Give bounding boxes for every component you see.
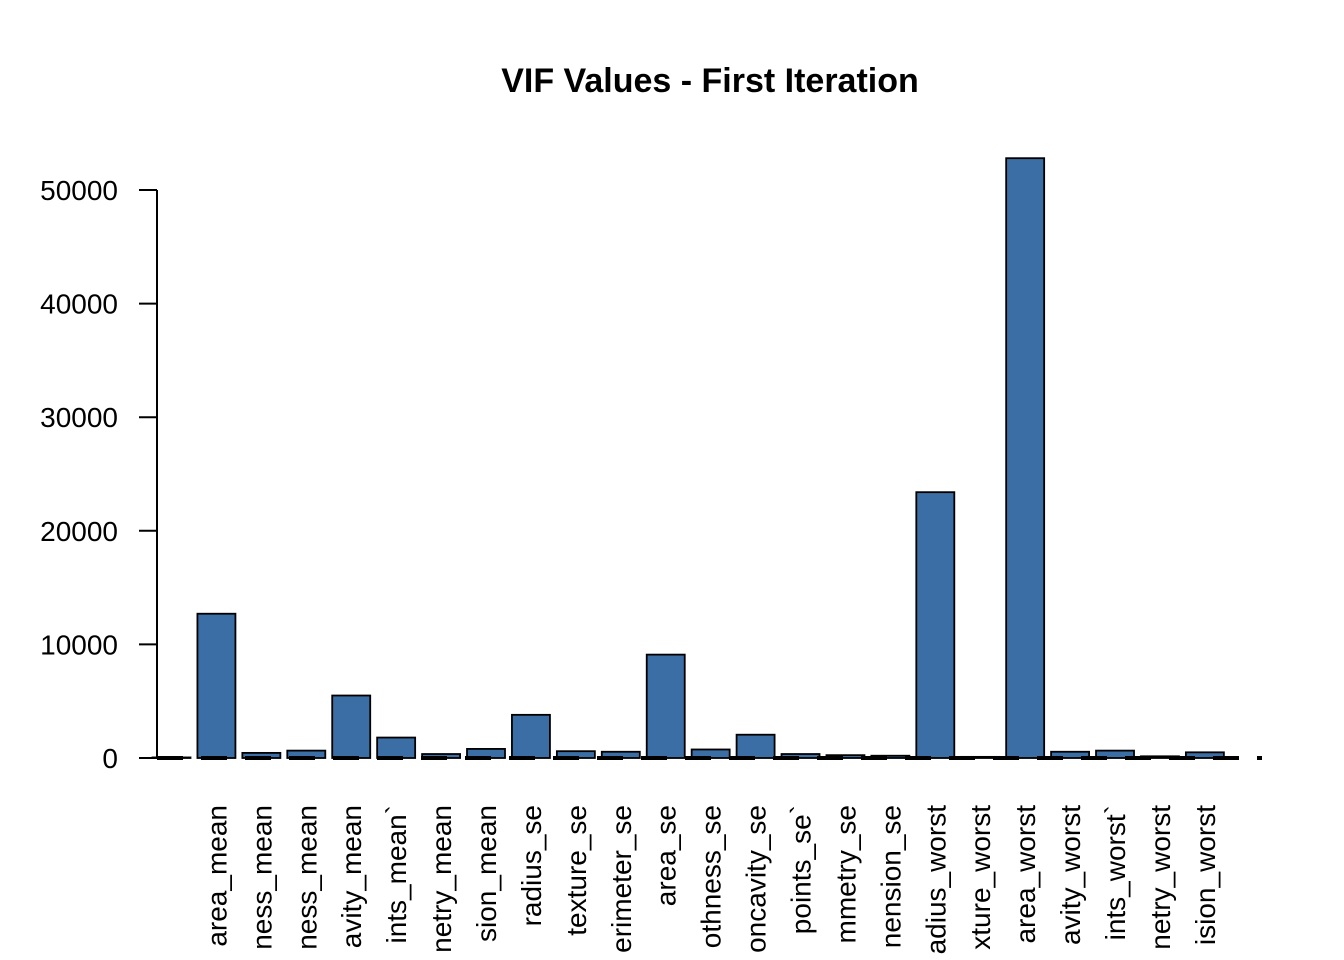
y-tick-label: 0: [102, 743, 118, 774]
bar: [1005, 157, 1046, 759]
x-tick-label: nension_se: [875, 805, 906, 948]
chart-title: VIF Values - First Iteration: [501, 62, 919, 100]
x-tick-label: othness_se: [696, 805, 727, 948]
x-tick-label: texture_se: [561, 805, 592, 936]
x-tick-label: ision_worst: [1190, 805, 1221, 945]
x-tick-label: erimeter_se: [606, 805, 637, 953]
x-axis-labels: area_mean ness_mean ness_mean avity_mean int…: [201, 805, 1220, 955]
x-tick-label: netry_mean: [426, 805, 457, 953]
x-tick-label: oncavity_se: [741, 805, 772, 953]
x-tick-label: ness_mean: [291, 805, 322, 950]
bar: [331, 694, 372, 759]
bar: [1095, 749, 1135, 759]
bar: [915, 491, 956, 759]
y-tick-label: 50000: [40, 175, 118, 206]
x-tick-label: sion_mean: [471, 805, 502, 942]
y-tick-label: 40000: [40, 289, 118, 320]
x-tick-label: xture_worst: [965, 805, 996, 950]
bar: [645, 653, 686, 759]
x-tick-label: radius_se: [516, 805, 547, 926]
x-tick-label: avity_worst: [1055, 805, 1086, 945]
x-tick-label: points_se`: [786, 805, 817, 934]
x-tick-label: ints_worst`: [1100, 805, 1131, 940]
bar: [196, 612, 237, 759]
bars: [151, 157, 1225, 759]
x-tick-label: avity_mean: [336, 805, 367, 948]
bar: [511, 713, 551, 759]
x-tick-label: ints_mean`: [381, 805, 412, 944]
y-tick-label: 30000: [40, 402, 118, 433]
y-tick-label: 20000: [40, 516, 118, 547]
bar: [376, 736, 417, 759]
x-tick-label: adius_worst: [920, 805, 951, 955]
x-tick-label: netry_worst: [1145, 805, 1176, 950]
x-tick-label: area_se: [651, 805, 682, 906]
x-tick-label: mmetry_se: [830, 805, 861, 943]
bar: [1184, 751, 1225, 759]
x-tick-label: area_worst: [1010, 805, 1041, 944]
y-tick-label: 10000: [40, 629, 118, 660]
bar: [1050, 750, 1090, 759]
y-axis: 0 10000 20000 30000 40000 50000: [40, 175, 158, 774]
x-tick-label: area_mean: [201, 805, 232, 947]
x-tick-label: ness_mean: [246, 805, 277, 950]
bar: [735, 733, 776, 759]
